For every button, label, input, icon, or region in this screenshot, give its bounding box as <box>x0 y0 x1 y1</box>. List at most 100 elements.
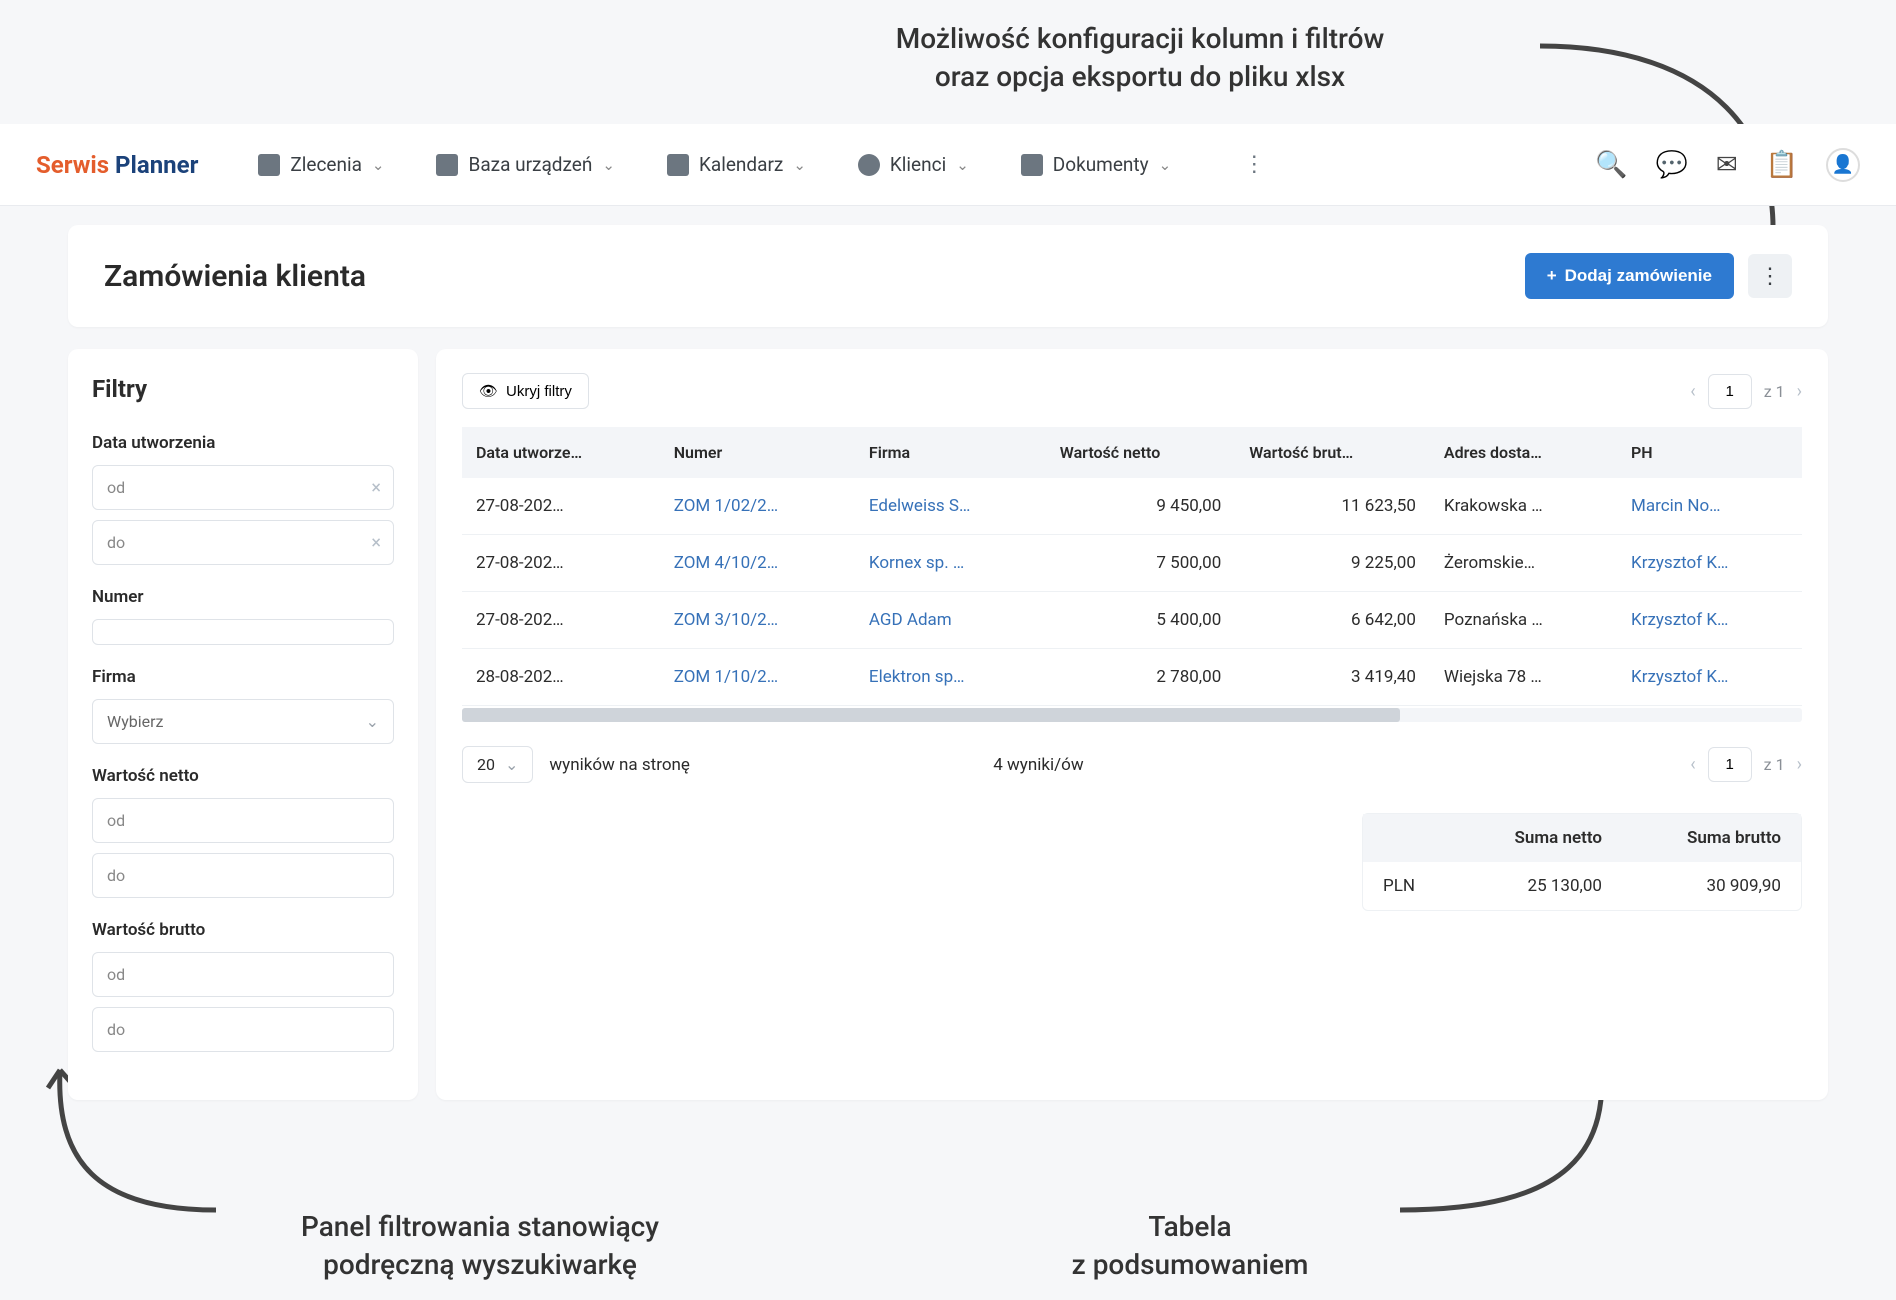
table-row[interactable]: 28-08-202…ZOM 1/10/2…Elektron sp…2 780,0… <box>462 649 1802 706</box>
select-placeholder: Wybierz <box>107 712 163 731</box>
input-placeholder: do <box>107 1020 125 1039</box>
table-cell[interactable]: Krzysztof K… <box>1617 592 1802 649</box>
filter-label: Firma <box>92 667 394 687</box>
chevron-down-icon: ⌄ <box>1159 156 1172 174</box>
table-toolbar: 👁 Ukryj filtry ‹ z 1 › <box>462 373 1802 409</box>
brutto-from-input[interactable]: od <box>92 952 394 997</box>
netto-to-input[interactable]: do <box>92 853 394 898</box>
page-title: Zamówienia klienta <box>104 259 366 294</box>
page-input[interactable] <box>1708 747 1752 782</box>
prev-page-button[interactable]: ‹ <box>1690 754 1695 775</box>
next-page-button[interactable]: › <box>1797 381 1802 402</box>
summary-header-netto: Suma netto <box>1443 814 1622 862</box>
table-cell: 2 780,00 <box>1046 649 1235 706</box>
filter-company: Firma Wybierz ⌄ <box>92 667 394 744</box>
table-cell: Żeromskie… <box>1430 535 1617 592</box>
clipboard-icon[interactable]: 📋 <box>1766 150 1798 180</box>
top-icons: 🔍 💬 ✉ 📋 👤 <box>1595 148 1860 182</box>
nav-klienci[interactable]: Klienci ⌄ <box>858 152 969 177</box>
chevron-down-icon: ⌄ <box>372 156 385 174</box>
add-order-button[interactable]: + Dodaj zamówienie <box>1525 253 1734 299</box>
table-cell[interactable]: Elektron sp… <box>855 649 1046 706</box>
page-of-label: z 1 <box>1764 382 1785 401</box>
next-page-button[interactable]: › <box>1797 754 1802 775</box>
nav-label: Baza urządzeń <box>468 153 592 176</box>
date-to-input[interactable]: do × <box>92 520 394 565</box>
table-cell: 27-08-202… <box>462 478 660 535</box>
input-placeholder: do <box>107 866 125 885</box>
calendar-icon <box>667 154 689 176</box>
table-cell[interactable]: ZOM 3/10/2… <box>660 592 855 649</box>
nav-dokumenty[interactable]: Dokumenty ⌄ <box>1021 152 1171 177</box>
brutto-to-input[interactable]: do <box>92 1007 394 1052</box>
table-row[interactable]: 27-08-202…ZOM 1/02/2…Edelweiss S…9 450,0… <box>462 478 1802 535</box>
nav-more[interactable]: ⋮ <box>1243 152 1265 177</box>
table-row[interactable]: 27-08-202…ZOM 4/10/2…Kornex sp. …7 500,0… <box>462 535 1802 592</box>
table-cell[interactable]: Marcin No… <box>1617 478 1802 535</box>
table-cell: 7 500,00 <box>1046 535 1235 592</box>
chevron-down-icon: ⌄ <box>793 156 806 174</box>
page-input[interactable] <box>1708 374 1752 409</box>
chat-icon[interactable]: 💬 <box>1655 150 1687 180</box>
table-cell[interactable]: Edelweiss S… <box>855 478 1046 535</box>
table-cell: 9 450,00 <box>1046 478 1235 535</box>
logo[interactable]: Serwis Planner <box>36 151 198 179</box>
clear-icon[interactable]: × <box>371 532 381 553</box>
horizontal-scrollbar[interactable] <box>462 708 1802 722</box>
table-cell[interactable]: ZOM 1/10/2… <box>660 649 855 706</box>
filter-label: Data utworzenia <box>92 433 394 453</box>
column-header[interactable]: PH <box>1617 427 1802 478</box>
input-placeholder: do <box>107 533 125 552</box>
more-vertical-icon: ⋮ <box>1243 152 1265 177</box>
table-row[interactable]: 27-08-202…ZOM 3/10/2…AGD Adam5 400,006 6… <box>462 592 1802 649</box>
table-cell: Wiejska 78 … <box>1430 649 1617 706</box>
prev-page-button[interactable]: ‹ <box>1690 381 1695 402</box>
summary-netto: 25 130,00 <box>1443 862 1622 910</box>
column-header[interactable]: Numer <box>660 427 855 478</box>
summary-header-brutto: Suma brutto <box>1622 814 1801 862</box>
table-cell[interactable]: Kornex sp. … <box>855 535 1046 592</box>
netto-from-input[interactable]: od <box>92 798 394 843</box>
summary-brutto: 30 909,90 <box>1622 862 1801 910</box>
summary-box: Suma netto Suma brutto PLN 25 130,00 30 … <box>1362 813 1802 911</box>
chevron-down-icon: ⌄ <box>366 712 379 731</box>
column-header[interactable]: Firma <box>855 427 1046 478</box>
table-cell[interactable]: ZOM 4/10/2… <box>660 535 855 592</box>
column-header[interactable]: Adres dosta… <box>1430 427 1617 478</box>
table-cell[interactable]: Krzysztof K… <box>1617 535 1802 592</box>
filter-number: Numer <box>92 587 394 645</box>
hide-filters-button[interactable]: 👁 Ukryj filtry <box>462 373 589 409</box>
number-input[interactable] <box>92 619 394 645</box>
nav-kalendarz[interactable]: Kalendarz ⌄ <box>667 152 806 177</box>
nav-label: Kalendarz <box>699 153 783 176</box>
column-header[interactable]: Wartość brut… <box>1235 427 1430 478</box>
nav-zlecenia[interactable]: Zlecenia ⌄ <box>258 152 384 177</box>
header-more-button[interactable]: ⋮ <box>1748 254 1792 298</box>
table-cell[interactable]: Krzysztof K… <box>1617 649 1802 706</box>
pager-bottom: ‹ z 1 › <box>1690 747 1802 782</box>
results-count: 4 wyniki/ów <box>993 755 1083 775</box>
nav-baza[interactable]: Baza urządzeń ⌄ <box>436 152 614 177</box>
pager-top: ‹ z 1 › <box>1690 374 1802 409</box>
top-bar: Serwis Planner Zlecenia ⌄ Baza urządzeń … <box>0 124 1896 206</box>
main-nav: Zlecenia ⌄ Baza urządzeń ⌄ Kalendarz ⌄ K… <box>258 152 1265 177</box>
table-cell: 3 419,40 <box>1235 649 1430 706</box>
list-icon <box>258 154 280 176</box>
column-header[interactable]: Wartość netto <box>1046 427 1235 478</box>
search-icon[interactable]: 🔍 <box>1595 150 1627 180</box>
column-header[interactable]: Data utworze… <box>462 427 660 478</box>
table-cell: 9 225,00 <box>1235 535 1430 592</box>
filter-label: Wartość netto <box>92 766 394 786</box>
date-from-input[interactable]: od × <box>92 465 394 510</box>
avatar[interactable]: 👤 <box>1826 148 1860 182</box>
per-page-select[interactable]: 20 ⌄ <box>462 746 533 783</box>
table-cell[interactable]: AGD Adam <box>855 592 1046 649</box>
table-cell[interactable]: ZOM 1/02/2… <box>660 478 855 535</box>
input-placeholder: od <box>107 965 125 984</box>
filter-label: Wartość brutto <box>92 920 394 940</box>
mail-icon[interactable]: ✉ <box>1716 150 1738 180</box>
input-placeholder: od <box>107 478 125 497</box>
clear-icon[interactable]: × <box>371 477 381 498</box>
company-select[interactable]: Wybierz ⌄ <box>92 699 394 744</box>
filter-netto: Wartość netto od do <box>92 766 394 898</box>
